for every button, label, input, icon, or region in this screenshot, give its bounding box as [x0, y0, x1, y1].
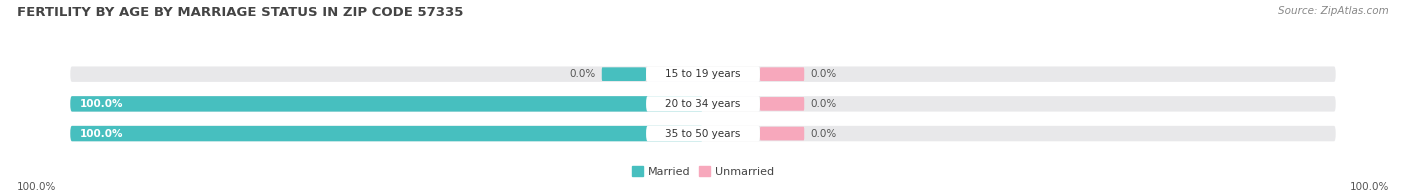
Legend: Married, Unmarried: Married, Unmarried	[633, 166, 773, 177]
Text: 35 to 50 years: 35 to 50 years	[665, 129, 741, 139]
FancyBboxPatch shape	[759, 67, 804, 81]
Text: 0.0%: 0.0%	[810, 129, 837, 139]
Text: 0.0%: 0.0%	[810, 69, 837, 79]
Text: 100.0%: 100.0%	[80, 129, 124, 139]
FancyBboxPatch shape	[759, 97, 804, 111]
Text: 100.0%: 100.0%	[17, 182, 56, 192]
FancyBboxPatch shape	[70, 66, 1336, 82]
FancyBboxPatch shape	[70, 96, 703, 112]
FancyBboxPatch shape	[70, 126, 1336, 141]
Text: 20 to 34 years: 20 to 34 years	[665, 99, 741, 109]
FancyBboxPatch shape	[759, 127, 804, 140]
Text: 0.0%: 0.0%	[569, 69, 596, 79]
FancyBboxPatch shape	[647, 66, 759, 82]
FancyBboxPatch shape	[70, 96, 1336, 112]
Text: 0.0%: 0.0%	[810, 99, 837, 109]
Text: FERTILITY BY AGE BY MARRIAGE STATUS IN ZIP CODE 57335: FERTILITY BY AGE BY MARRIAGE STATUS IN Z…	[17, 6, 463, 19]
FancyBboxPatch shape	[602, 67, 647, 81]
FancyBboxPatch shape	[647, 126, 759, 141]
FancyBboxPatch shape	[647, 96, 759, 112]
Text: 100.0%: 100.0%	[80, 99, 124, 109]
FancyBboxPatch shape	[70, 126, 703, 141]
FancyBboxPatch shape	[602, 97, 647, 111]
Text: 100.0%: 100.0%	[1350, 182, 1389, 192]
Text: Source: ZipAtlas.com: Source: ZipAtlas.com	[1278, 6, 1389, 16]
Text: 15 to 19 years: 15 to 19 years	[665, 69, 741, 79]
FancyBboxPatch shape	[602, 127, 647, 140]
